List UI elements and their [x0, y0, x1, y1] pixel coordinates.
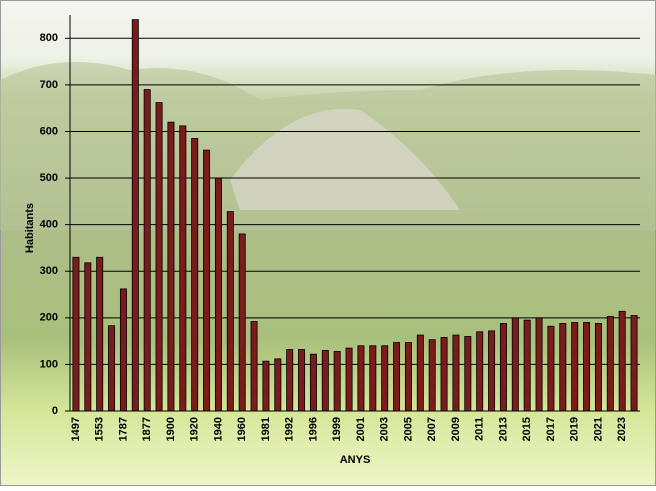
bar [286, 349, 294, 412]
bar [488, 330, 496, 412]
bar [203, 149, 211, 412]
x-tick-label: 1992 [284, 417, 296, 441]
bar [630, 315, 638, 412]
x-tick-label: 1553 [94, 417, 106, 441]
bar [274, 358, 282, 412]
bar [369, 345, 377, 412]
y-tick-label: 0 [52, 405, 58, 417]
x-tick-label: 1877 [141, 417, 153, 441]
bar [250, 321, 258, 412]
y-tick-label: 300 [40, 265, 58, 277]
x-tick-label: 2013 [497, 417, 509, 441]
bar [594, 323, 602, 412]
x-tick-label: 1900 [165, 417, 177, 441]
x-tick-label: 2009 [450, 417, 462, 441]
y-tick-label: 400 [40, 219, 58, 231]
x-tick-label: 2001 [355, 417, 367, 441]
bar [262, 360, 270, 412]
x-tick-label: 1787 [117, 417, 129, 441]
bar [464, 336, 472, 412]
bar [155, 102, 163, 412]
bar [618, 310, 626, 412]
bar [226, 211, 234, 412]
bar [119, 288, 127, 412]
bar [238, 233, 246, 412]
y-tick-label: 500 [40, 172, 58, 184]
bar [404, 342, 412, 412]
x-tick-label: 2011 [474, 417, 486, 441]
bar [167, 121, 175, 412]
x-tick-label: 1940 [212, 417, 224, 441]
x-tick-label: 1497 [70, 417, 82, 441]
bar [96, 256, 104, 412]
bar [309, 353, 317, 412]
y-tick-label: 800 [40, 32, 58, 44]
bar [571, 322, 579, 412]
bar [535, 317, 543, 412]
x-axis-label: ANYS [340, 454, 371, 466]
bar [108, 325, 116, 412]
y-tick-label: 600 [40, 125, 58, 137]
bar [357, 345, 365, 412]
bar [547, 325, 555, 412]
x-tick-label: 2019 [569, 417, 581, 441]
bar [179, 125, 187, 412]
y-tick-label: 700 [40, 79, 58, 91]
bar [476, 331, 484, 412]
bar [440, 336, 448, 412]
bar [511, 317, 519, 412]
bar [416, 334, 424, 412]
x-tick-label: 2003 [379, 417, 391, 441]
x-tick-label: 1960 [236, 417, 248, 441]
bar [333, 350, 341, 412]
bar [583, 322, 591, 412]
bar [131, 19, 139, 412]
rock [230, 108, 460, 210]
x-tick-label: 2005 [402, 417, 414, 441]
bar [72, 256, 80, 412]
x-tick-label: 2017 [545, 417, 557, 441]
bar [214, 177, 222, 412]
x-tick-label: 2015 [521, 417, 533, 441]
bar [143, 89, 151, 412]
bar [428, 339, 436, 412]
x-tick-label: 2023 [616, 417, 628, 441]
bar [393, 342, 401, 412]
bar [606, 316, 614, 412]
bar [84, 262, 92, 412]
y-tick-label: 200 [40, 312, 58, 324]
bar [499, 323, 507, 412]
bar [381, 345, 389, 412]
x-tick-label: 2021 [592, 417, 604, 441]
bar [452, 334, 460, 412]
bar [523, 319, 531, 412]
x-tick-label: 2007 [426, 417, 438, 441]
x-tick-label: 1920 [189, 417, 201, 441]
bar [559, 323, 567, 412]
y-tick-label: 100 [40, 358, 58, 370]
bar [321, 350, 329, 412]
x-tick-label: 1981 [260, 417, 272, 441]
bar [298, 349, 306, 412]
bar [191, 138, 199, 412]
y-axis-label: Habitants [24, 203, 36, 253]
x-tick-label: 1996 [307, 417, 319, 441]
x-tick-label: 1999 [331, 417, 343, 441]
bar [345, 347, 353, 412]
